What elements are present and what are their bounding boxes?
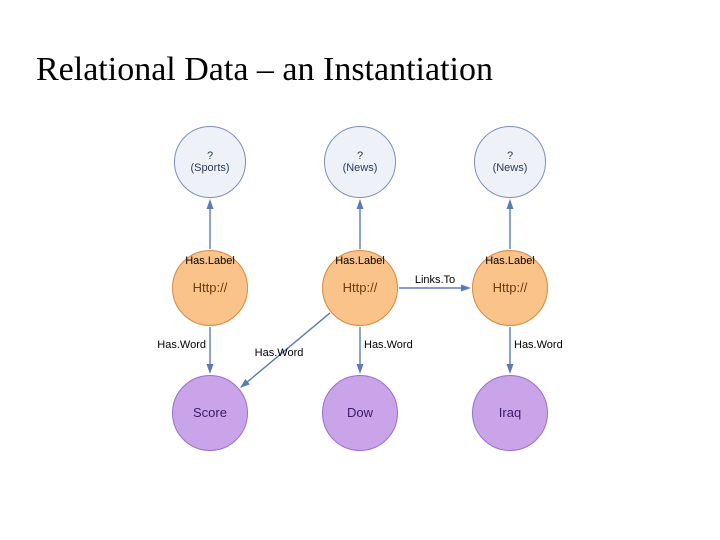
node-t2-line2: (News) [493, 162, 528, 174]
node-t2-line1: ? [507, 150, 513, 162]
node-t0-line1: ? [207, 150, 213, 162]
edge-label-m0-b0: Has.Word [157, 339, 206, 351]
node-b2-line1: Iraq [499, 406, 521, 420]
node-t2: ?(News) [474, 126, 546, 198]
edge-label-m0-t0: Has.Label [185, 255, 235, 267]
node-b0-line1: Score [193, 406, 227, 420]
edge-label-m1-t1: Has.Label [335, 255, 385, 267]
node-m0-line1: Http:// [193, 281, 228, 295]
edge-label-m2-b2: Has.Word [514, 339, 563, 351]
node-t0-line2: (Sports) [190, 162, 229, 174]
node-b0: Score [172, 375, 248, 451]
node-t1: ?(News) [324, 126, 396, 198]
node-b1-line1: Dow [347, 406, 373, 420]
node-m2-line1: Http:// [493, 281, 528, 295]
node-t0: ?(Sports) [174, 126, 246, 198]
node-m1-line1: Http:// [343, 281, 378, 295]
relational-diagram: ?(Sports)?(News)?(News)Http://Http://Htt… [150, 118, 580, 458]
node-b1: Dow [322, 375, 398, 451]
node-b2: Iraq [472, 375, 548, 451]
edge-label-m1-b0: Has.Word [255, 347, 304, 359]
slide: { "title": { "text": "Relational Data – … [0, 0, 720, 540]
edge-label-m1-m2: Links.To [415, 274, 455, 286]
edge-label-m2-t2: Has.Label [485, 255, 535, 267]
edge-label-m1-b1: Has.Word [364, 339, 413, 351]
node-t1-line2: (News) [343, 162, 378, 174]
node-t1-line1: ? [357, 150, 363, 162]
page-title: Relational Data – an Instantiation [0, 51, 720, 89]
